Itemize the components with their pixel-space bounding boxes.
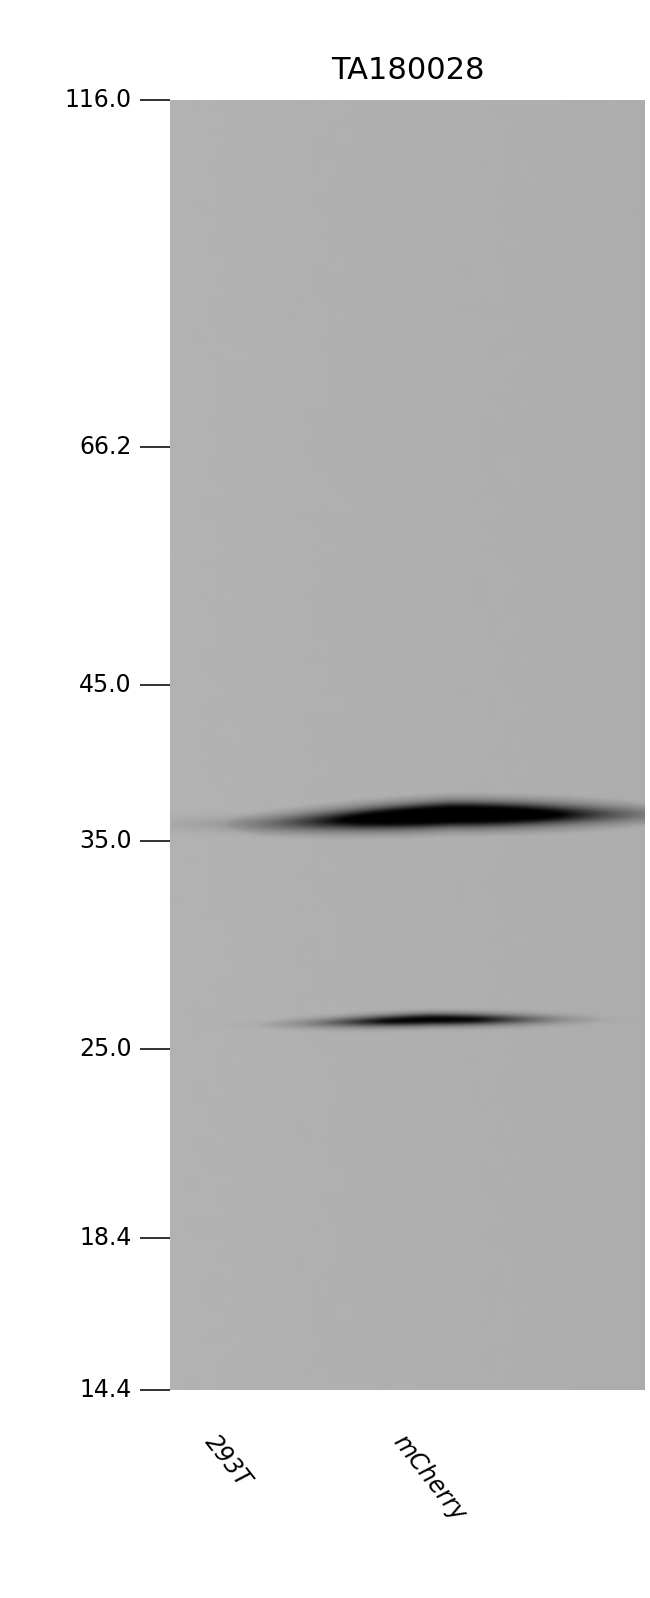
Text: 25.0: 25.0 (79, 1037, 132, 1061)
Text: 18.4: 18.4 (79, 1226, 132, 1251)
Text: 116.0: 116.0 (65, 88, 132, 112)
Text: mCherry: mCherry (388, 1430, 470, 1526)
Text: 293T: 293T (200, 1430, 255, 1491)
Text: 45.0: 45.0 (79, 673, 132, 697)
Text: TA180028: TA180028 (331, 56, 484, 85)
Text: 35.0: 35.0 (79, 829, 132, 853)
Text: 14.4: 14.4 (80, 1377, 132, 1401)
Text: 66.2: 66.2 (79, 435, 132, 459)
